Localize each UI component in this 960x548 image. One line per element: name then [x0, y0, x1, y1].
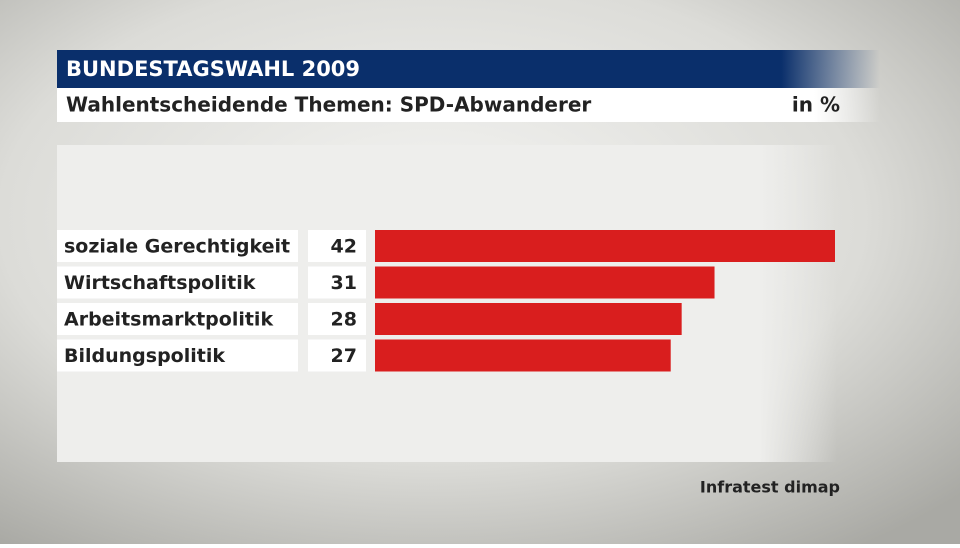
- source: Infratest dimap: [700, 478, 840, 497]
- label-box: [57, 266, 298, 299]
- bar: [375, 266, 715, 299]
- bar: [375, 339, 671, 372]
- value-box: [308, 339, 366, 372]
- chart-subtitle: Wahlentscheidende Themen: SPD-Abwanderer: [66, 93, 591, 117]
- bar: [375, 230, 835, 262]
- category-label: soziale Gerechtigkeit: [64, 236, 290, 258]
- unit-label: in %: [792, 93, 840, 117]
- value-label: 27: [331, 345, 357, 367]
- bar: [375, 303, 682, 335]
- label-box: [57, 303, 298, 335]
- value-box: [308, 230, 366, 262]
- category-label: Bildungspolitik: [64, 345, 225, 367]
- category-label: Wirtschaftspolitik: [64, 272, 256, 294]
- header-bar: [57, 50, 880, 88]
- chart-title: BUNDESTAGSWAHL 2009: [66, 57, 360, 81]
- subtitle-bar: [57, 88, 880, 122]
- label-box: [57, 339, 298, 372]
- category-label: Arbeitsmarktpolitik: [64, 309, 273, 331]
- value-label: 31: [331, 272, 357, 294]
- value-box: [308, 303, 366, 335]
- label-box: [57, 230, 298, 262]
- value-box: [308, 266, 366, 299]
- value-label: 42: [331, 236, 357, 258]
- value-label: 28: [331, 309, 357, 331]
